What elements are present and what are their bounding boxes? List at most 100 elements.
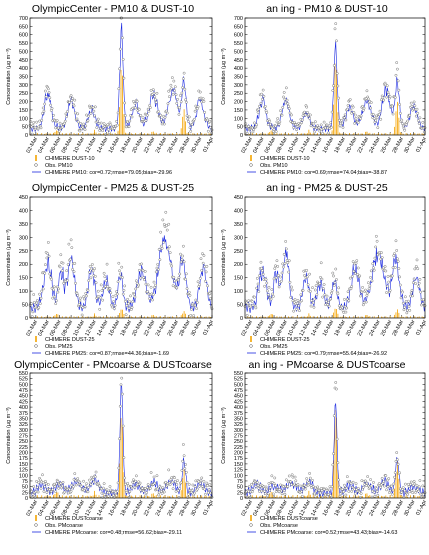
obs-point bbox=[59, 253, 63, 257]
obs-point bbox=[195, 301, 199, 304]
obs-point bbox=[283, 97, 287, 101]
obs-point bbox=[406, 299, 410, 303]
obs-point bbox=[271, 292, 274, 296]
obs-point bbox=[76, 294, 80, 297]
obs-point bbox=[30, 315, 34, 318]
obs-point bbox=[154, 270, 158, 274]
obs-point bbox=[146, 113, 149, 117]
obs-point bbox=[104, 285, 107, 288]
obs-point bbox=[159, 486, 162, 490]
obs-point bbox=[350, 489, 354, 493]
obs-point bbox=[409, 291, 413, 295]
obs-point bbox=[134, 106, 138, 110]
obs-point bbox=[279, 279, 283, 283]
obs-point bbox=[46, 483, 50, 486]
y-axis-label: Concentration (µg m⁻³) bbox=[221, 407, 227, 464]
obs-point bbox=[353, 113, 357, 117]
obs-point bbox=[270, 474, 274, 478]
obs-point bbox=[289, 296, 293, 299]
obs-point bbox=[410, 104, 414, 108]
obs-point bbox=[396, 260, 400, 263]
obs-point bbox=[89, 483, 93, 486]
obs-point bbox=[132, 99, 135, 103]
obs-point bbox=[115, 292, 119, 296]
obs-point bbox=[309, 484, 313, 487]
obs-point bbox=[293, 298, 297, 301]
obs-point bbox=[372, 481, 375, 484]
obs-point bbox=[48, 272, 52, 276]
obs-point bbox=[352, 111, 356, 114]
obs-point bbox=[159, 230, 162, 234]
obs-point bbox=[98, 484, 102, 488]
y-tick-label: 425 bbox=[234, 399, 243, 405]
obs-point bbox=[282, 95, 285, 99]
obs-point bbox=[262, 94, 266, 98]
obs-point bbox=[87, 114, 91, 118]
obs-point bbox=[112, 300, 116, 303]
obs-point bbox=[353, 487, 356, 491]
obs-point bbox=[373, 494, 377, 498]
obs-point bbox=[299, 293, 303, 297]
legend-obs-label: Obs. PM10 bbox=[260, 163, 288, 169]
obs-point bbox=[417, 122, 421, 125]
obs-point bbox=[342, 490, 346, 494]
legend-obs-label: Obs. PM25 bbox=[260, 344, 288, 350]
obs-point bbox=[324, 493, 327, 497]
obs-point bbox=[385, 84, 389, 88]
obs-point bbox=[85, 113, 88, 117]
obs-point bbox=[335, 437, 339, 441]
obs-point bbox=[311, 122, 315, 126]
y-tick-label: 200 bbox=[234, 451, 243, 457]
obs-point bbox=[121, 392, 124, 396]
obs-point bbox=[193, 485, 197, 488]
obs-point bbox=[105, 488, 109, 492]
obs-point bbox=[331, 89, 335, 92]
obs-point bbox=[146, 107, 150, 111]
obs-point bbox=[118, 67, 121, 71]
obs-point bbox=[269, 297, 273, 301]
obs-point bbox=[190, 488, 194, 492]
obs-point bbox=[396, 257, 399, 261]
obs-point bbox=[171, 480, 174, 484]
x-tick-label: 01-Apr bbox=[202, 499, 215, 517]
obs-point bbox=[187, 483, 191, 486]
obs-point bbox=[417, 281, 421, 285]
obs-point bbox=[340, 118, 343, 122]
obs-point bbox=[206, 491, 210, 495]
obs-point bbox=[376, 493, 380, 497]
obs-point bbox=[331, 463, 335, 467]
obs-point bbox=[408, 308, 412, 312]
obs-point bbox=[130, 306, 134, 309]
obs-point bbox=[315, 493, 319, 497]
dust-bars bbox=[244, 308, 426, 318]
y-tick-label: 200 bbox=[19, 100, 28, 106]
obs-point bbox=[137, 283, 140, 287]
obs-point bbox=[279, 275, 282, 279]
obs-point bbox=[343, 298, 346, 301]
obs-point bbox=[132, 292, 136, 296]
obs-point bbox=[208, 483, 212, 486]
obs-point bbox=[183, 467, 187, 470]
obs-point bbox=[412, 480, 416, 483]
obs-point bbox=[51, 296, 55, 300]
obs-point bbox=[53, 295, 57, 299]
legend-model-label: CHIMERE PM10: cor=0.69;rmse=74.04;bias=-… bbox=[260, 170, 387, 176]
obs-point bbox=[391, 488, 395, 492]
obs-point bbox=[164, 480, 168, 484]
obs-point bbox=[168, 251, 172, 254]
obs-point bbox=[169, 83, 173, 87]
obs-point bbox=[301, 114, 305, 117]
y-tick-label: 450 bbox=[234, 394, 243, 400]
obs-point bbox=[42, 109, 46, 113]
obs-point bbox=[109, 291, 113, 295]
obs-point bbox=[336, 461, 340, 465]
obs-point bbox=[187, 115, 191, 119]
obs-point bbox=[118, 404, 122, 408]
obs-point bbox=[176, 489, 180, 492]
obs-point bbox=[78, 129, 82, 133]
panel-title: OlympicCenter - PM25 & DUST-25 bbox=[32, 182, 194, 194]
obs-point bbox=[380, 256, 384, 259]
legend-model-label: CHIMERE PM25: cor=0.87;rmse=44.36;bias=-… bbox=[45, 351, 169, 357]
y-tick-label: 250 bbox=[234, 439, 243, 445]
